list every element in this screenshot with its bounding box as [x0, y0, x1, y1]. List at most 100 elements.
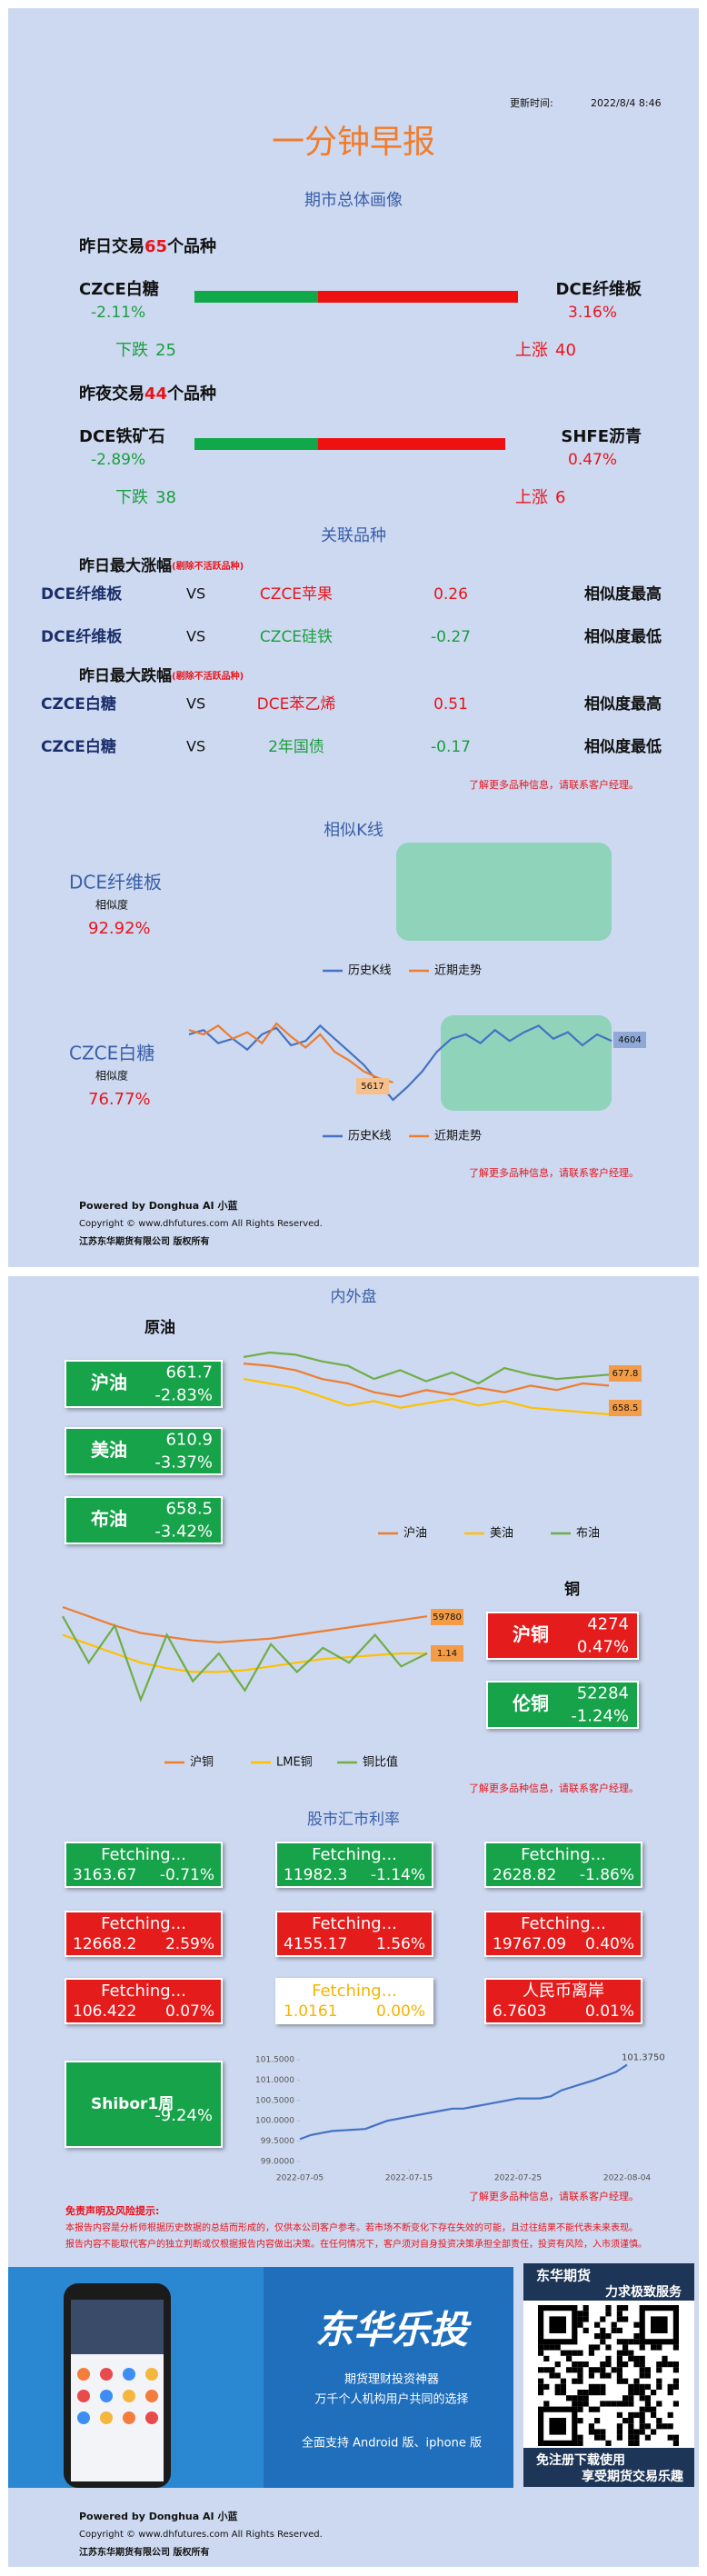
y-tick-label: 99.5000 — [261, 2137, 294, 2146]
qr-cell — [672, 2434, 679, 2441]
qr-cell — [639, 2367, 645, 2373]
similarity-desc: 相似度最高 — [584, 694, 662, 714]
quote-name: 伦铜 — [513, 1692, 549, 1714]
bar-up — [318, 291, 518, 303]
qr-cell — [622, 2401, 629, 2407]
app-icon — [77, 2411, 90, 2424]
qr-cell — [583, 2305, 589, 2311]
qr-cell — [639, 2423, 645, 2430]
side-footer — [523, 2448, 694, 2487]
tile — [275, 1911, 433, 1957]
qr-cell — [628, 2440, 634, 2446]
qr-cell — [566, 2395, 573, 2401]
qr-cell — [639, 2383, 645, 2390]
contact: 了解更多品种信息，请联系客户经理。 — [469, 1782, 639, 1794]
qr-cell — [616, 2367, 622, 2373]
qr-cell — [583, 2361, 589, 2368]
qr-cell — [560, 2378, 566, 2384]
tile-change: -1.86% — [580, 1866, 634, 1884]
qr-cell — [656, 2418, 662, 2424]
qr-cell — [600, 2434, 606, 2441]
qr-cell — [605, 2344, 612, 2351]
qr-cell — [600, 2401, 606, 2407]
qr-cell — [651, 2390, 657, 2396]
qr-cell — [538, 2383, 544, 2390]
correlation: 0.51 — [433, 695, 468, 714]
qr-cell — [560, 2390, 566, 2396]
qr-cell — [543, 2355, 550, 2361]
worst-name: CZCE白糖 — [79, 279, 159, 299]
disclaimer-title: 免责声明及风险提示: — [65, 2204, 159, 2217]
qr-cell — [577, 2378, 583, 2384]
qr-cell — [644, 2395, 651, 2401]
qr-cell — [588, 2372, 594, 2379]
end-label: 59780 — [433, 1612, 462, 1622]
qr-cell — [616, 2327, 622, 2333]
qr-cell — [672, 2401, 679, 2407]
qr-cell — [651, 2429, 657, 2435]
qr-cell — [622, 2344, 629, 2351]
qr-cell — [600, 2339, 606, 2345]
qr-cell — [628, 2429, 634, 2435]
qr-cell — [644, 2367, 651, 2373]
qr-cell — [639, 2406, 645, 2412]
bar-down — [194, 291, 318, 303]
qr-cell — [549, 2367, 555, 2373]
tile-change: 0.01% — [585, 2002, 634, 2021]
quote-box — [65, 1496, 223, 1544]
qr-cell — [600, 2429, 606, 2435]
qr-cell — [644, 2401, 651, 2407]
disclaimer-line: 报告内容不能取代客户的独立判断或仅根据报告内容做出决策。在任何情况下，客户须对自… — [65, 2238, 647, 2250]
qr-cell — [616, 2411, 622, 2418]
quote-name: 美油 — [91, 1439, 127, 1461]
similarity-desc: 相似度最低 — [584, 737, 662, 756]
tile-value: 11982.3 — [284, 1866, 347, 1884]
qr-cell — [639, 2395, 645, 2401]
qr-cell — [628, 2434, 634, 2441]
series-line — [243, 1363, 610, 1398]
text-part: 25 — [155, 341, 176, 360]
qr-cell — [583, 2311, 589, 2317]
qr-cell — [651, 2411, 657, 2418]
qr-cell — [594, 2406, 601, 2412]
tile-change: 1.56% — [376, 1935, 425, 1953]
qr-cell — [538, 2350, 544, 2356]
qr-cell — [605, 2311, 612, 2317]
qr-cell — [639, 2372, 645, 2379]
text-part: 上涨 — [515, 341, 548, 360]
qr-cell — [577, 2440, 583, 2446]
end-label: 5617 — [361, 1082, 383, 1092]
tile — [275, 1842, 433, 1888]
kline-area — [396, 843, 612, 941]
pair-b: CZCE苹果 — [260, 585, 333, 604]
qr-cell — [639, 2411, 645, 2418]
qr-cell — [611, 2401, 617, 2407]
kline-area — [441, 1015, 612, 1111]
group-title: 铜 — [564, 1580, 580, 1599]
side-header — [523, 2263, 694, 2301]
tile-value: 6.7603 — [493, 2002, 546, 2021]
tile-change: 2.59% — [165, 1935, 214, 1953]
qr-cell — [622, 2378, 629, 2384]
quote-box — [65, 1427, 223, 1475]
x-tick-label: 2022-07-05 — [276, 2174, 324, 2183]
tile-value: 2628.82 — [493, 1866, 556, 1884]
worst-change: -2.11% — [91, 304, 145, 322]
qr-cell — [651, 2344, 657, 2351]
qr-cell — [622, 2350, 629, 2356]
banner-title: 东华乐投 — [315, 2308, 472, 2352]
bar-down — [194, 438, 318, 450]
copyright: Copyright © www.dhfutures.com All Rights… — [79, 2530, 323, 2540]
disclaimer-line: 本报告内容是分析师根据历史数据的总结而形成的，仅供本公司客户参考。若市场不断变化… — [65, 2222, 638, 2233]
qr-cell — [554, 2361, 561, 2368]
qr-cell — [577, 2311, 583, 2317]
qr-cell — [633, 2434, 640, 2441]
similarity-desc: 相似度最高 — [584, 584, 662, 604]
quote-box — [65, 2061, 223, 2148]
qr-cell — [605, 2361, 612, 2368]
y-tick-label: 100.0000 — [255, 2117, 294, 2126]
text-part: 个品种 — [166, 236, 216, 256]
tile-name: Fetching... — [101, 1982, 186, 2001]
qr-cell — [656, 2383, 662, 2390]
qr-cell — [633, 2440, 640, 2446]
